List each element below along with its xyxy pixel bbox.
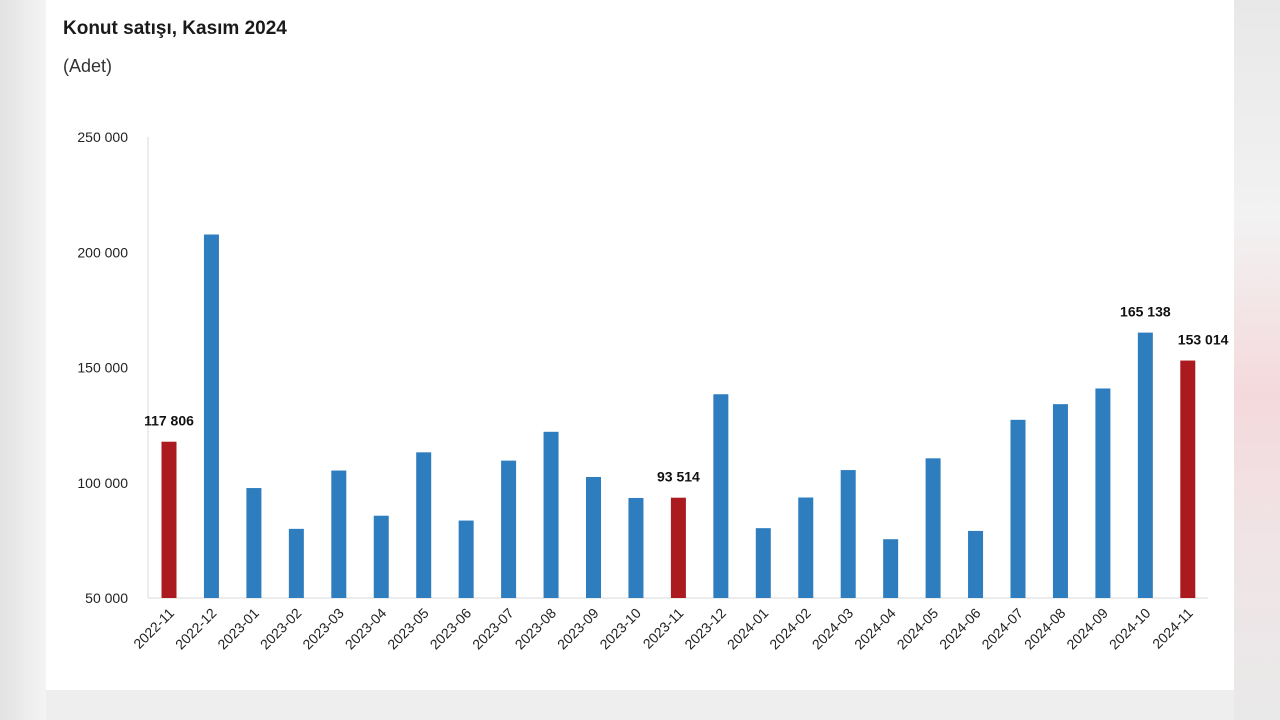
y-tick-label: 250 000 bbox=[77, 129, 128, 145]
x-tick-label: 2023-06 bbox=[427, 605, 475, 653]
bar bbox=[543, 431, 559, 598]
x-tick-label: 2023-12 bbox=[681, 605, 729, 653]
bar bbox=[501, 460, 517, 598]
x-tick-label: 2022-12 bbox=[172, 605, 220, 653]
bar bbox=[840, 470, 856, 598]
bar bbox=[968, 530, 984, 598]
bar bbox=[161, 441, 177, 598]
data-label: 153 014 bbox=[1178, 332, 1229, 348]
bar bbox=[246, 488, 262, 598]
x-tick-label: 2024-09 bbox=[1063, 605, 1111, 653]
bar bbox=[1180, 360, 1196, 598]
data-label: 93 514 bbox=[657, 469, 700, 485]
bar bbox=[373, 515, 389, 598]
bar bbox=[458, 520, 474, 598]
x-tick-label: 2024-02 bbox=[766, 605, 814, 653]
x-tick-label: 2024-07 bbox=[978, 605, 1026, 653]
x-tick-label: 2023-03 bbox=[299, 605, 347, 653]
bar bbox=[1137, 332, 1153, 598]
x-tick-label: 2024-05 bbox=[894, 605, 942, 653]
background-blur-right bbox=[1234, 0, 1280, 720]
chart-subtitle: (Adet) bbox=[63, 56, 113, 76]
bar bbox=[628, 497, 644, 598]
chart-title: Konut satışı, Kasım 2024 bbox=[63, 18, 287, 39]
x-tick-label: 2024-01 bbox=[724, 605, 772, 653]
y-tick-label: 200 000 bbox=[77, 244, 128, 260]
bar bbox=[416, 452, 432, 598]
x-tick-label: 2023-09 bbox=[554, 605, 602, 653]
y-tick-label: 50 000 bbox=[85, 590, 128, 606]
bar bbox=[586, 476, 601, 598]
bar bbox=[798, 497, 814, 598]
bar bbox=[1052, 404, 1068, 598]
x-tick-label: 2024-03 bbox=[809, 605, 857, 653]
x-tick-label: 2023-11 bbox=[640, 605, 687, 652]
bar bbox=[1010, 419, 1026, 598]
bar bbox=[755, 528, 771, 598]
bar bbox=[883, 539, 899, 598]
x-tick-label: 2024-10 bbox=[1106, 605, 1154, 653]
bar bbox=[288, 528, 304, 598]
x-tick-label: 2024-11 bbox=[1149, 605, 1196, 652]
data-label: 165 138 bbox=[1120, 304, 1171, 320]
x-tick-label: 2023-05 bbox=[384, 605, 432, 653]
x-tick-label: 2023-01 bbox=[214, 605, 262, 653]
bar bbox=[713, 394, 729, 598]
background-blur-left bbox=[0, 0, 46, 720]
data-label: 117 806 bbox=[144, 413, 194, 429]
y-tick-label: 150 000 bbox=[77, 360, 128, 376]
x-tick-label: 2024-06 bbox=[936, 605, 984, 653]
x-tick-label: 2023-07 bbox=[469, 605, 517, 653]
bar bbox=[203, 234, 219, 598]
x-tick-label: 2023-08 bbox=[512, 605, 560, 653]
bar bbox=[925, 458, 941, 598]
bar bbox=[331, 470, 347, 598]
y-tick-label: 100 000 bbox=[77, 475, 128, 491]
x-tick-label: 2023-02 bbox=[257, 605, 305, 653]
bar bbox=[1095, 388, 1111, 598]
x-tick-label: 2022-11 bbox=[130, 605, 177, 652]
bar bbox=[670, 497, 686, 598]
x-tick-label: 2023-04 bbox=[342, 605, 390, 653]
x-tick-label: 2023-10 bbox=[596, 605, 644, 653]
x-tick-label: 2024-04 bbox=[851, 605, 899, 653]
x-tick-label: 2024-08 bbox=[1021, 605, 1069, 653]
